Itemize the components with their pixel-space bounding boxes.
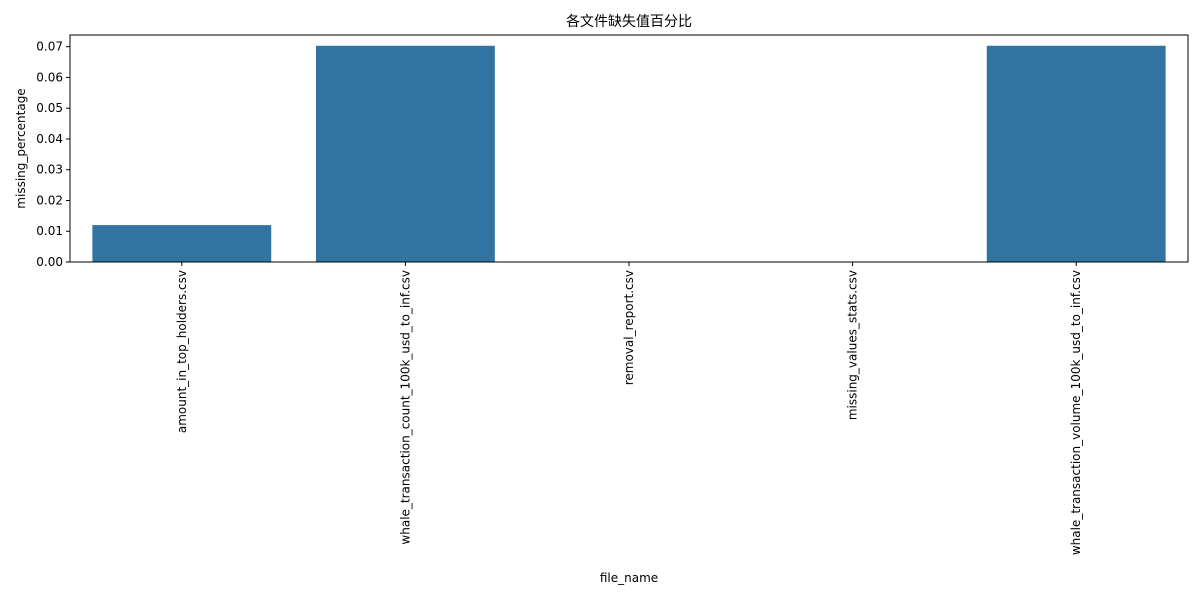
y-tick-label-7: 0.06 [36,70,63,84]
x-axis: amount_in_top_holders.csv whale_transacti… [175,262,1083,555]
y-tick-label-6: 0.05 [36,101,63,115]
x-axis-label: file_name [600,571,658,585]
x-tick-label-2: whale_transaction_count_100k_usd_to_inf.… [398,270,412,545]
plot-frame [69,34,1189,263]
x-tick-label-3: removal_report.csv [622,270,636,385]
y-tick-label-5: 0.04 [36,132,63,146]
y-axis-label: missing_percentage [14,88,28,208]
bar-1 [92,225,272,262]
y-tick-label-4: 0.03 [36,163,63,177]
x-tick-label-5: whale_transaction_volume_100k_usd_to_inf… [1069,270,1083,555]
y-tick-label-2: 0.01 [36,224,63,238]
y-tick-label-3: 0.02 [36,193,63,207]
bars-group [92,45,1166,263]
x-tick-label-4: missing_values_stats.csv [846,270,860,420]
y-tick-label-1: 0.00 [36,255,63,269]
chart-title: 各文件缺失值百分比 [566,14,692,30]
bar-2 [315,45,495,263]
x-tick-label-1: amount_in_top_holders.csv [175,270,189,433]
y-axis: 0.00 0.01 0.02 0.03 0.04 0.05 0.06 0.07 [36,40,70,269]
bar-5 [986,45,1166,263]
y-tick-label-8: 0.07 [36,40,63,54]
